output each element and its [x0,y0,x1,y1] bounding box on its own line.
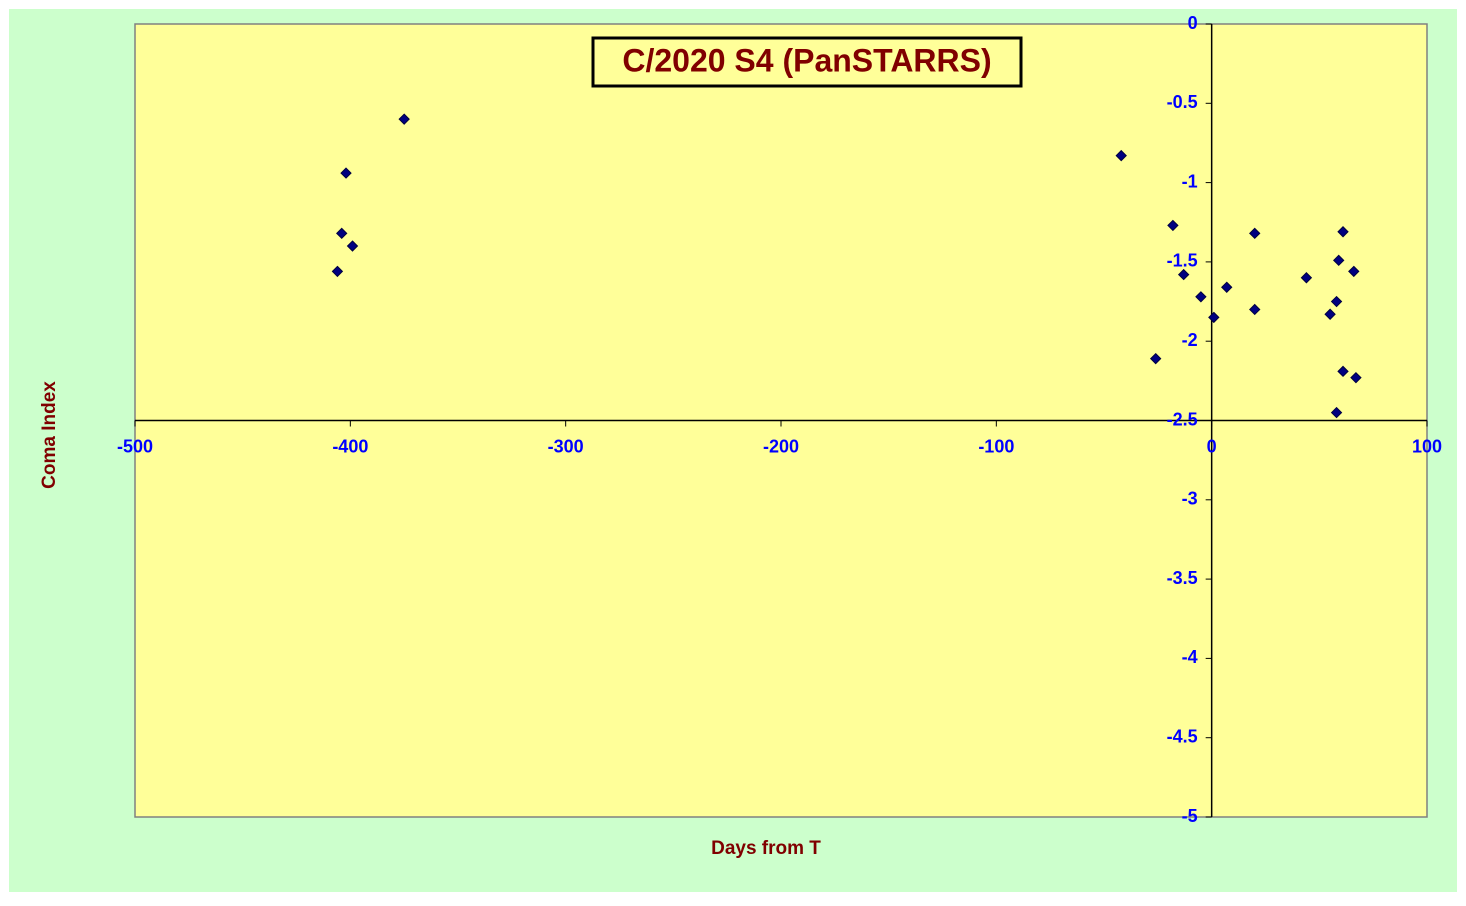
y-tick-label: -2.5 [1167,409,1198,429]
title-box [591,36,1023,88]
data-point [1330,406,1343,419]
data-point [1208,311,1220,324]
y-tick-label: -0.5 [1167,92,1198,112]
data-point [1337,226,1349,238]
x-tick-label: 0 [1207,436,1217,456]
data-point [1167,219,1179,232]
y-tick-label: -1.5 [1167,251,1198,271]
data-point [1249,303,1261,316]
data-point [336,227,348,240]
data-point [1330,295,1343,308]
data-point [331,265,344,278]
data-point [398,113,410,125]
x-tick-label: -100 [978,436,1014,456]
x-tick-label: -500 [117,436,153,456]
data-point [1249,227,1261,240]
data-point [1149,352,1162,365]
x-axis-label: Days from T [711,838,821,859]
y-tick-label: -4 [1182,647,1198,667]
data-point [1221,281,1233,293]
chart-title: C/2020 S4 (PanSTARRS) [622,42,991,78]
y-tick-label: -1 [1182,171,1198,191]
y-tick-label: 0 [1188,13,1198,33]
x-tick-label: -400 [332,436,368,456]
y-tick-label: -5 [1182,806,1198,826]
y-tick-label: -4.5 [1167,726,1198,746]
x-tick-label: 100 [1412,436,1442,456]
y-tick-label: -2 [1182,330,1198,350]
y-tick-label: -3.5 [1167,568,1198,588]
y-axis-label: Coma Index [39,381,60,489]
x-tick-label: -300 [548,436,584,456]
data-point [340,167,352,179]
data-point [1333,254,1345,267]
y-tick-label: -3 [1182,489,1198,509]
data-point [1115,149,1127,162]
x-tick-label: -200 [763,436,799,456]
data-point [1348,265,1360,278]
data-point [1324,308,1336,320]
data-point [1337,365,1349,378]
data-point [1350,371,1362,384]
data-point [1300,272,1313,284]
data-point [1177,268,1190,281]
data-point [346,240,359,252]
data-point [1195,291,1207,303]
